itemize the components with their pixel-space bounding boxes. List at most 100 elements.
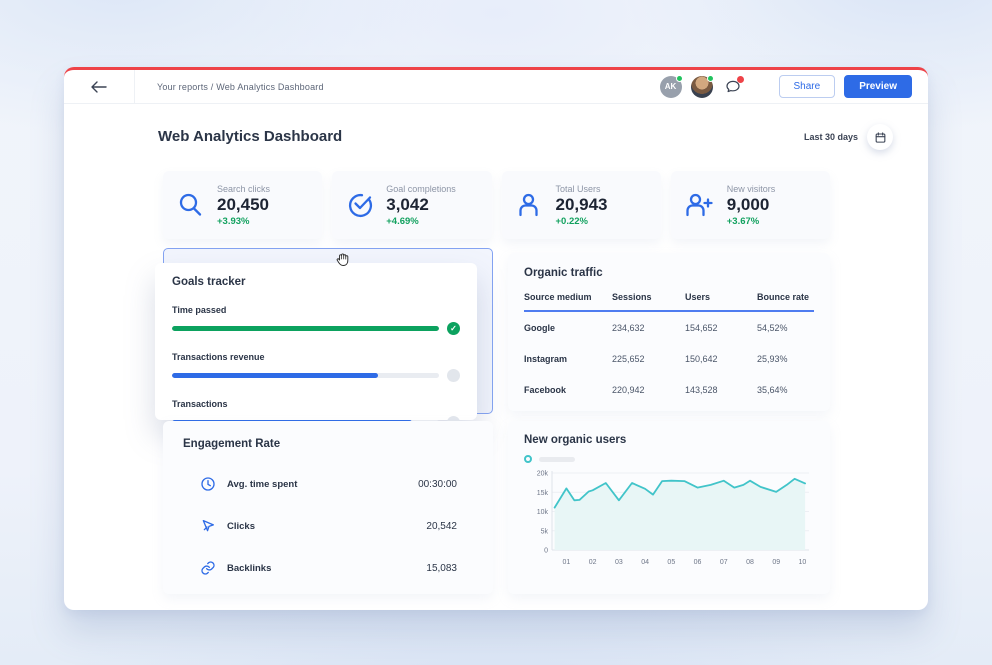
avatar-ak[interactable]: AK [659, 74, 683, 98]
legend-marker-icon [524, 455, 532, 463]
table-row: Instagram 225,652 150,642 25,93% [524, 343, 814, 374]
column-header: Sessions [612, 292, 652, 302]
progress-bar [172, 373, 439, 378]
cursor-icon [202, 520, 214, 532]
clock-icon [201, 477, 215, 491]
card-title: Organic traffic [524, 267, 603, 279]
user-icon [518, 193, 538, 217]
stat-delta: +3.93% [217, 215, 250, 227]
stat-label: Goal completions [386, 183, 456, 194]
notification-dot [736, 75, 744, 83]
column-header: Bounce rate [757, 292, 810, 302]
avatar-photo[interactable] [690, 74, 714, 98]
share-button[interactable]: Share [778, 75, 836, 98]
column-header: Users [685, 292, 711, 302]
card-title: New organic users [524, 434, 627, 446]
goal-complete-badge: ✓ [447, 322, 460, 335]
engagement-row: Avg. time spent 00:30:00 [183, 476, 473, 492]
stat-card-total-users[interactable]: Total Users 20,943 +0.22% [501, 171, 661, 239]
goals-tracker-card[interactable]: Goals tracker Time passed ✓ Transactions… [155, 263, 477, 429]
stat-card-search-clicks[interactable]: Search clicks 20,450 +3.93% [163, 171, 323, 239]
svg-text:07: 07 [720, 559, 728, 566]
new-organic-users-plot: 0 5k 10k 15k 20k 01 02 03 04 05 06 07 08 09 10 [537, 471, 809, 566]
table-row: Google 234,632 154,652 54,52% [524, 312, 814, 343]
back-button[interactable] [64, 70, 135, 103]
goal-label: Transactions revenue [172, 352, 265, 362]
calendar-icon [875, 131, 885, 143]
stat-value: 3,042 [386, 194, 429, 214]
check-icon: ✓ [450, 324, 457, 333]
engagement-label: Clicks [227, 520, 255, 532]
svg-text:10: 10 [799, 559, 807, 566]
card-title: Engagement Rate [183, 438, 281, 450]
new-organic-users-card[interactable]: New organic users 0 5k 10k 15k 20k 01 02 03 04 05… [508, 421, 830, 594]
legend-placeholder [539, 456, 575, 462]
page-title: Web Analytics Dashboard [158, 128, 343, 145]
engagement-value: 20,542 [426, 520, 457, 532]
svg-text:20k: 20k [537, 471, 549, 478]
bounce-cell: 54,52% [757, 322, 788, 333]
breadcrumb[interactable]: Your reports / Web Analytics Dashboard [157, 81, 324, 92]
svg-text:03: 03 [615, 559, 623, 566]
sessions-cell: 234,632 [612, 322, 645, 333]
link-icon [201, 561, 215, 575]
sessions-cell: 225,652 [612, 353, 645, 364]
users-cell: 154,652 [685, 322, 718, 333]
date-range-picker[interactable]: Last 30 days [804, 124, 893, 150]
stat-value: 20,943 [555, 194, 608, 214]
svg-text:05: 05 [667, 559, 675, 566]
engagement-row: Clicks 20,542 [183, 518, 473, 534]
arrow-left-icon [91, 80, 107, 93]
source-cell: Facebook [524, 384, 567, 395]
svg-text:10k: 10k [537, 509, 549, 516]
bounce-cell: 35,64% [757, 384, 788, 395]
online-status-dot [706, 74, 714, 82]
goal-label: Transactions [172, 399, 228, 409]
table-header: Source medium Sessions Users Bounce rate [524, 292, 814, 312]
avatar-initials: AK [664, 82, 677, 91]
stat-label: New visitors [726, 183, 776, 194]
engagement-label: Backlinks [227, 562, 272, 574]
svg-text:08: 08 [746, 559, 754, 566]
svg-text:5k: 5k [541, 528, 549, 535]
stats-row: Search clicks 20,450 +3.93% Goal complet… [163, 171, 830, 239]
table-row: Facebook 220,942 143,528 35,64% [524, 374, 814, 405]
stat-card-goal-completions[interactable]: Goal completions 3,042 +4.69% [332, 171, 492, 239]
user-plus-icon [686, 193, 713, 217]
stat-value: 9,000 [726, 194, 770, 214]
svg-text:06: 06 [694, 559, 702, 566]
svg-text:15k: 15k [537, 490, 549, 497]
engagement-rate-card[interactable]: Engagement Rate Avg. time spent 00:30:00… [163, 421, 493, 594]
bounce-cell: 25,93% [757, 353, 788, 364]
source-cell: Instagram [524, 353, 568, 364]
users-cell: 150,642 [685, 353, 718, 364]
check-circle-icon [349, 193, 373, 218]
stat-delta: +0.22% [555, 215, 589, 227]
sessions-cell: 220,942 [612, 384, 645, 395]
svg-text:09: 09 [772, 559, 780, 566]
progress-bar-fill [172, 326, 439, 331]
chart-legend [524, 455, 814, 463]
stat-value: 20,450 [217, 194, 269, 214]
organic-traffic-card[interactable]: Organic traffic Source medium Sessions U… [508, 253, 830, 411]
calendar-button[interactable] [867, 124, 893, 150]
svg-text:02: 02 [589, 559, 597, 566]
source-cell: Google [524, 322, 555, 333]
engagement-label: Avg. time spent [227, 478, 298, 490]
preview-button[interactable]: Preview [844, 75, 912, 98]
engagement-value: 15,083 [426, 562, 457, 574]
stat-card-new-visitors[interactable]: New visitors 9,000 +3.67% [670, 171, 830, 239]
goal-incomplete-badge [447, 369, 460, 382]
comments-button[interactable] [722, 75, 744, 98]
svg-text:0: 0 [544, 548, 548, 555]
grab-cursor-icon [336, 253, 349, 266]
engagement-row: Backlinks 15,083 [183, 560, 473, 576]
stat-label: Search clicks [217, 183, 271, 194]
progress-bar [172, 326, 439, 331]
stat-delta: +3.67% [726, 215, 760, 227]
stat-delta: +4.69% [386, 215, 419, 227]
card-title: Goals tracker [172, 276, 246, 288]
column-header: Source medium [524, 292, 592, 302]
online-status-dot [675, 74, 683, 82]
svg-text:04: 04 [641, 559, 649, 566]
